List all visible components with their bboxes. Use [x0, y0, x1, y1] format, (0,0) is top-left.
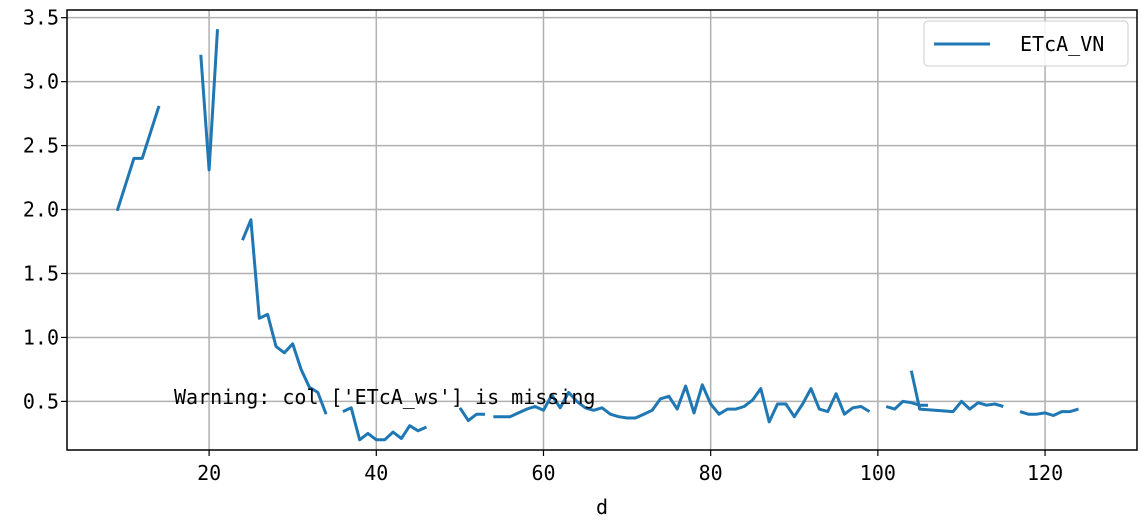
- legend-label-etca-vn: ETcA_VN: [1020, 32, 1104, 56]
- series-line-segment: [909, 370, 1004, 414]
- y-tick-label: 3.0: [23, 70, 59, 94]
- x-tick-label: 80: [699, 461, 723, 485]
- warning-annotation: Warning: col ['ETcA_ws'] is missing: [174, 385, 595, 409]
- y-tick-label: 2.5: [23, 134, 59, 158]
- x-axis-label: d: [596, 495, 608, 519]
- series-line-segment: [458, 406, 485, 423]
- series-line-segment: [241, 218, 328, 415]
- y-tick-label: 0.5: [23, 389, 59, 413]
- series-line-segment: [199, 29, 219, 172]
- legend-box: [923, 20, 1129, 67]
- y-tick-label: 3.5: [23, 6, 59, 30]
- grid: [67, 10, 1137, 450]
- x-tick-label: 120: [1027, 461, 1063, 485]
- plot-frame: [66, 9, 1138, 451]
- series-line-segment: [115, 105, 161, 212]
- y-tick-label: 1.5: [23, 261, 59, 285]
- x-tick-label: 100: [860, 461, 896, 485]
- y-tick-label: 2.0: [23, 198, 59, 222]
- series-lines: [115, 29, 1079, 442]
- legend: ETcA_VN: [923, 20, 1129, 67]
- y-tick-label: 1.0: [23, 325, 59, 349]
- series-line-segment: [342, 406, 428, 442]
- series-line-segment: [1019, 407, 1079, 417]
- series-line-segment: [885, 399, 928, 411]
- series-line-segment: [493, 383, 871, 424]
- x-tick-label: 40: [364, 461, 388, 485]
- x-tick-label: 60: [531, 461, 555, 485]
- x-tick-label: 20: [197, 461, 221, 485]
- axis-ticks: 20 40 60 80 100 120 0.5 1.0 1.5 2.0 2.5 3.0 3.5: [23, 6, 1063, 485]
